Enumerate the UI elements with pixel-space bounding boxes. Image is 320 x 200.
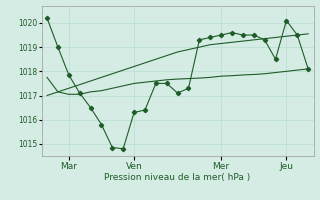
X-axis label: Pression niveau de la mer( hPa ): Pression niveau de la mer( hPa ) <box>104 173 251 182</box>
